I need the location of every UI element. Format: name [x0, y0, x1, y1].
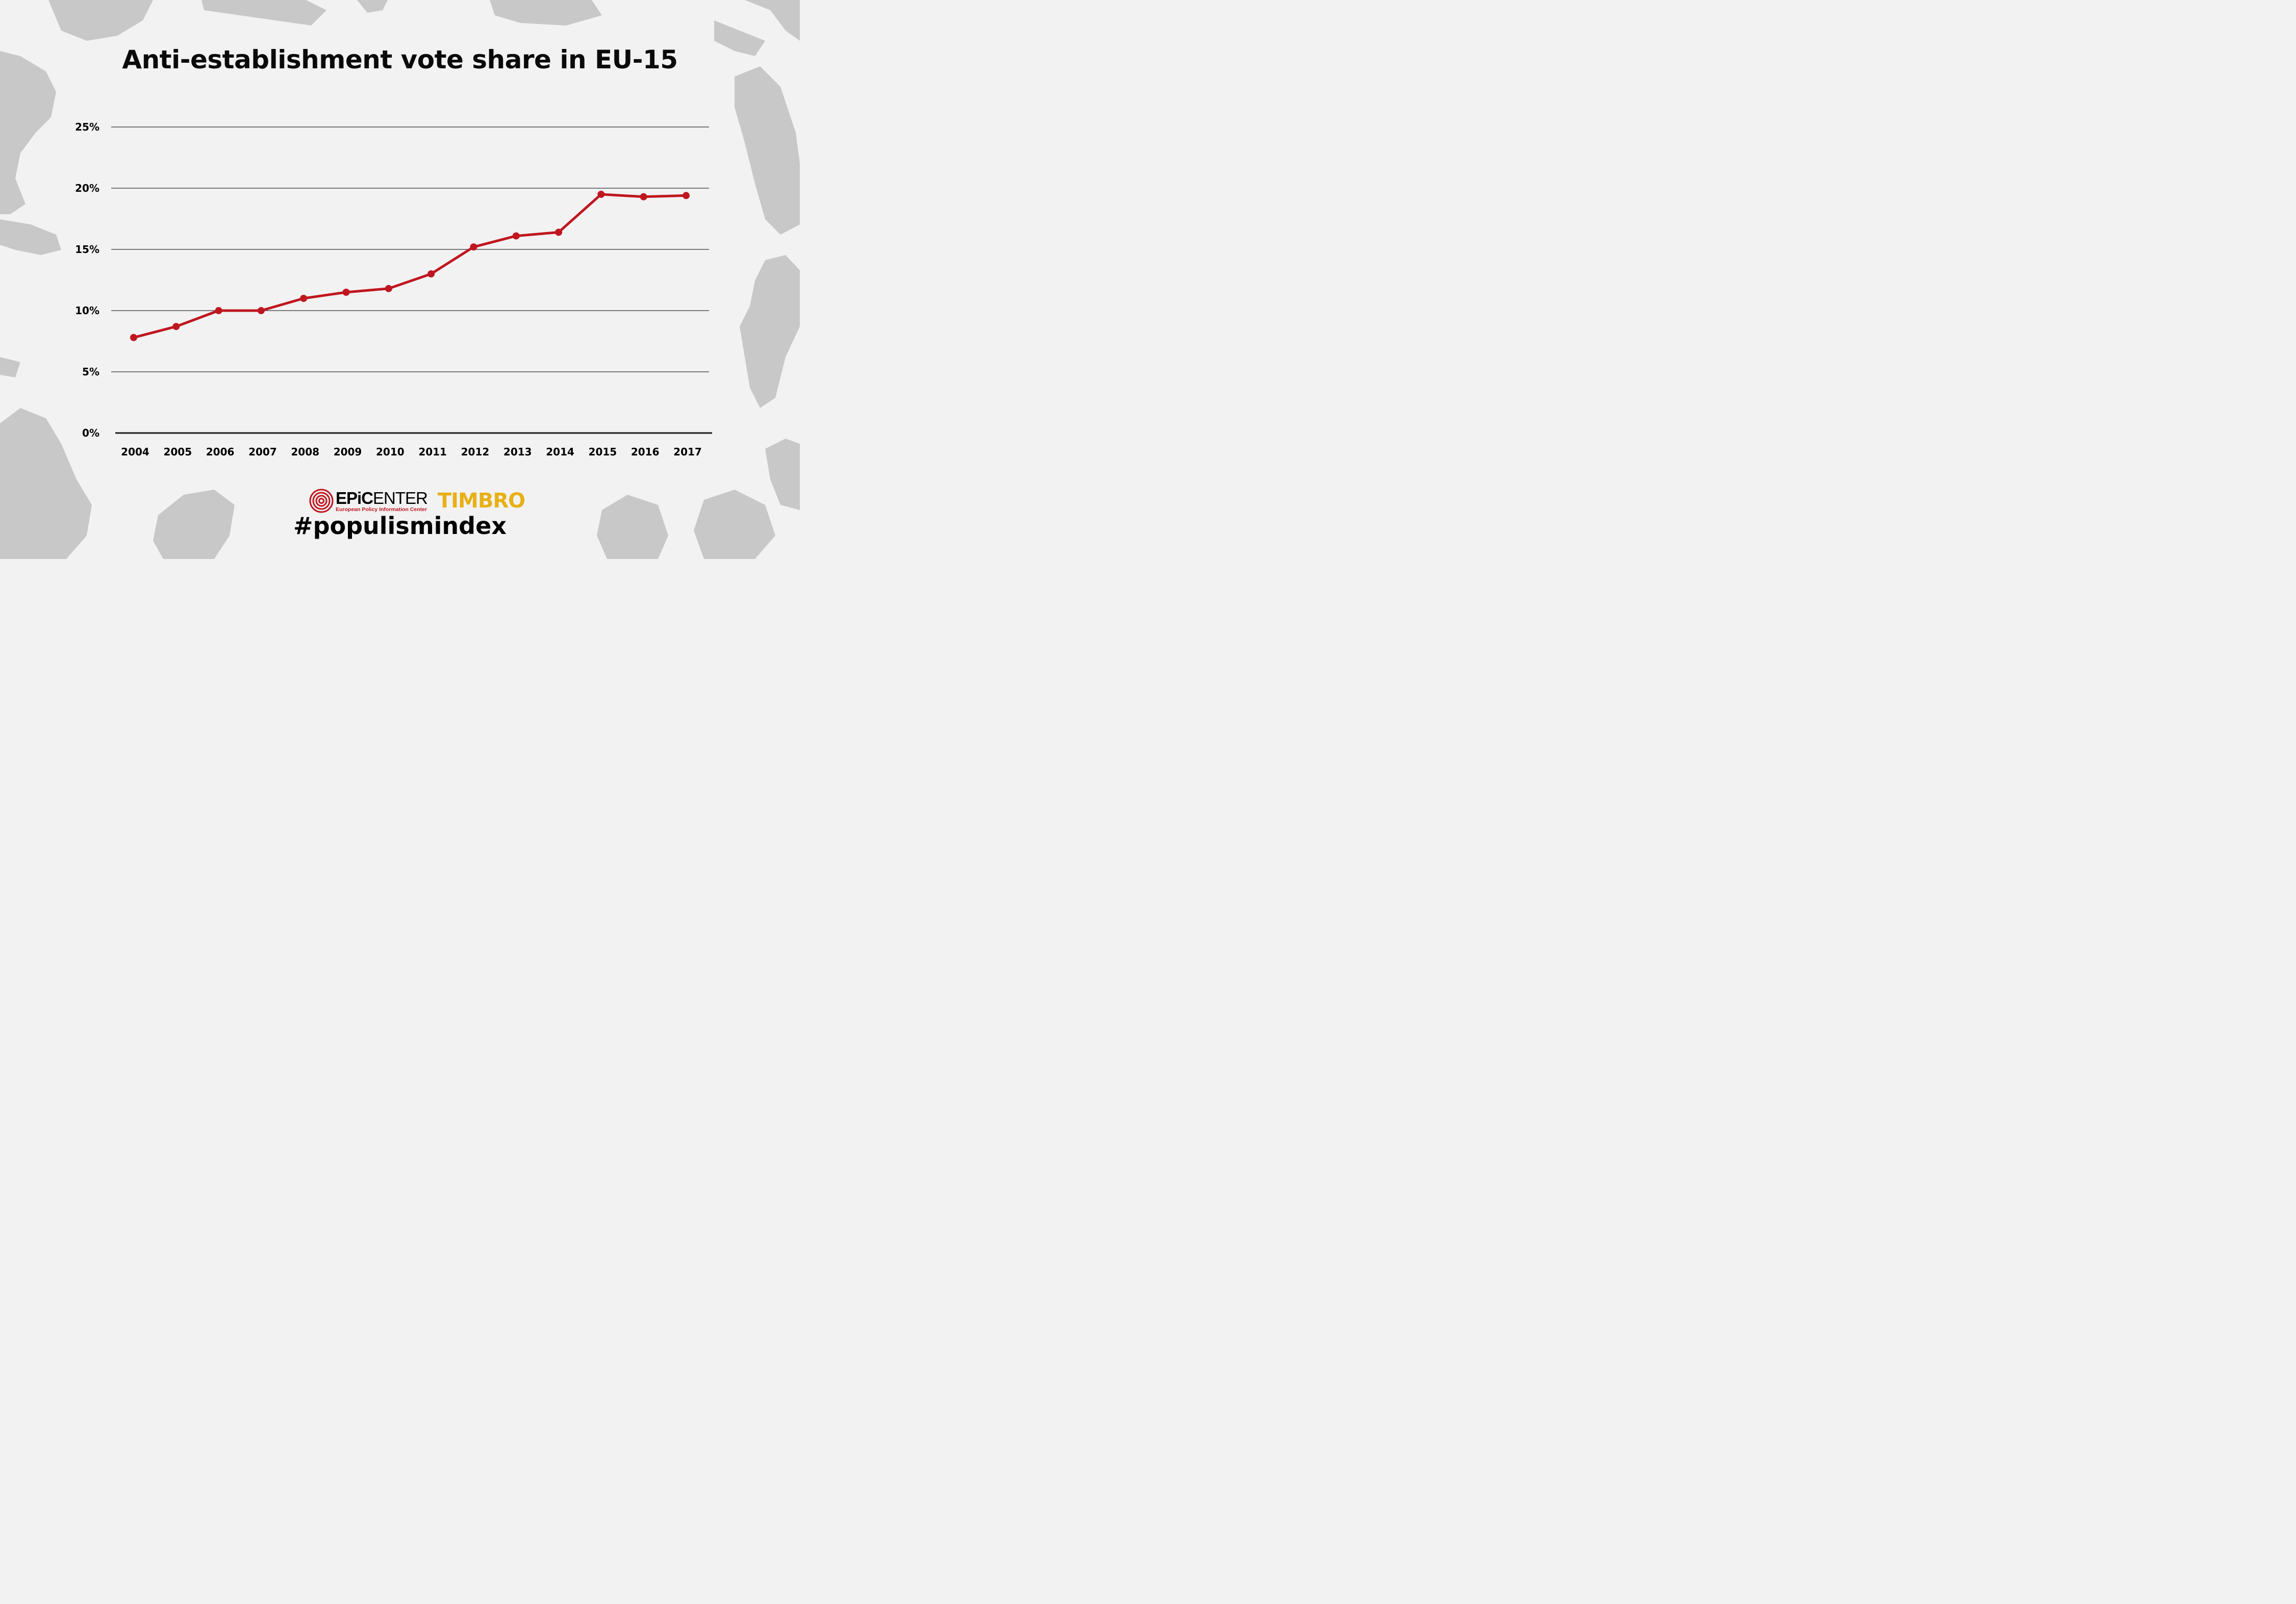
land-shape [0, 51, 56, 214]
land-shape [765, 439, 800, 510]
land-shape [357, 0, 388, 13]
epicenter-subtitle: European Policy Information Center [336, 506, 427, 513]
timbro-logo: TIMBRO [437, 489, 525, 513]
data-point [385, 285, 392, 292]
data-point [512, 232, 520, 240]
line-chart: 0%5%10%15%20%25% 2004 2005 2006 2007 2008 200… [75, 121, 712, 458]
epicenter-target-icon [309, 489, 334, 513]
x-tick-label: 2014 [546, 446, 574, 458]
data-point [172, 323, 180, 330]
land-shape [740, 255, 800, 408]
data-point [683, 192, 690, 199]
land-shape [0, 408, 92, 559]
land-shape [694, 490, 775, 559]
y-tick-label: 20% [75, 182, 99, 194]
y-tick-label: 0% [82, 427, 99, 439]
x-tick-label: 2009 [334, 446, 362, 458]
hashtag: #populismindex [293, 512, 507, 540]
y-tick-label: 25% [75, 121, 99, 133]
x-axis-ticks: 2004 2005 2006 2007 2008 2009 2010 2011 2012 2013… [121, 446, 702, 458]
land-shape [153, 490, 235, 559]
x-tick-label: 2005 [163, 446, 192, 458]
epicenter-logo: EPiCENTER European Policy Information Ce… [309, 488, 428, 513]
data-point [640, 193, 647, 200]
land-shape [714, 20, 765, 56]
land-shape [745, 0, 800, 41]
land-shape [490, 0, 602, 26]
epicenter-rest-text: ENTER [373, 488, 428, 507]
data-point [555, 228, 563, 236]
x-tick-label: 2004 [121, 446, 149, 458]
epicenter-bold-text: EPiC [336, 488, 373, 507]
x-tick-label: 2017 [673, 446, 702, 458]
x-tick-label: 2007 [248, 446, 277, 458]
x-tick-label: 2013 [503, 446, 532, 458]
data-point [597, 191, 605, 198]
y-tick-label: 15% [75, 243, 99, 256]
land-shape [0, 357, 20, 377]
x-tick-label: 2011 [418, 446, 447, 458]
x-tick-label: 2010 [376, 446, 405, 458]
background-map [0, 0, 800, 559]
y-tick-label: 5% [82, 366, 99, 378]
land-shape [597, 495, 668, 559]
land-shape [0, 219, 61, 255]
data-point [342, 289, 350, 296]
x-tick-label: 2012 [461, 446, 490, 458]
x-tick-label: 2006 [206, 446, 235, 458]
y-tick-label: 10% [75, 304, 99, 317]
data-point [215, 307, 222, 314]
logos: EPiCENTER European Policy Information Ce… [309, 489, 525, 513]
x-tick-label: 2016 [631, 446, 660, 458]
x-tick-label: 2008 [291, 446, 319, 458]
y-axis-ticks: 0% 5% 10% 15% 20% 25% [75, 121, 99, 439]
gridlines [111, 126, 712, 434]
data-point [300, 295, 308, 302]
data-point [130, 334, 137, 341]
series-line [133, 193, 687, 339]
land-shape [201, 0, 326, 26]
data-point [470, 243, 477, 251]
series-group [130, 191, 690, 341]
data-point [257, 307, 265, 314]
data-point [427, 270, 435, 277]
x-tick-label: 2015 [589, 446, 617, 458]
land-shape [735, 66, 800, 235]
chart-title: Anti-establishment vote share in EU-15 [122, 45, 678, 74]
land-shape [48, 0, 153, 41]
